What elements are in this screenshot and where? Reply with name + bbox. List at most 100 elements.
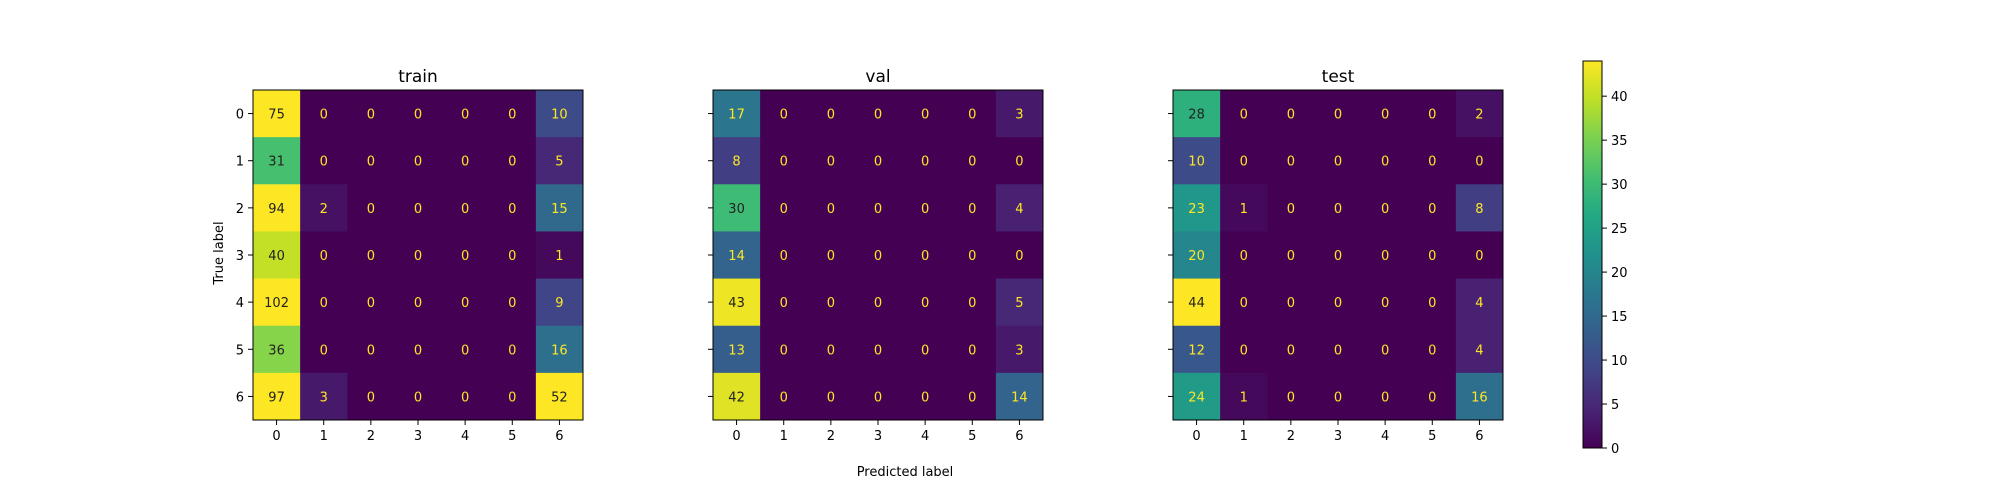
x-tick-label: 6	[1475, 429, 1483, 444]
cell-value: 0	[414, 202, 422, 217]
cell-value: 0	[921, 155, 929, 170]
heatmap-cell	[807, 90, 855, 138]
cell-value: 0	[1381, 108, 1389, 123]
heatmap-cell	[995, 278, 1044, 327]
heatmap-cell	[394, 372, 443, 421]
heatmap-cell	[441, 325, 490, 374]
cell-value: 0	[1381, 155, 1389, 170]
cell-value: 3	[320, 390, 328, 405]
heatmap-cell	[807, 325, 855, 374]
x-tick-label: 0	[1192, 429, 1200, 444]
cell-value: 5	[555, 155, 563, 170]
cell-value: 0	[1287, 390, 1295, 405]
heatmap-cell	[1455, 231, 1504, 280]
cell-value: 44	[1188, 296, 1205, 311]
heatmap-cell	[300, 184, 348, 232]
heatmap-cell	[1455, 184, 1504, 232]
heatmap-cell	[995, 90, 1044, 138]
cell-value: 0	[921, 249, 929, 264]
heatmap-cell	[347, 325, 395, 374]
cell-value: 0	[1334, 202, 1342, 217]
heatmap-cell	[1361, 137, 1410, 185]
cell-value: 0	[968, 343, 976, 358]
cell-value: 42	[728, 390, 745, 405]
heatmap-cell	[1173, 325, 1221, 374]
heatmap-cell	[253, 278, 301, 327]
cell-value: 0	[508, 202, 516, 217]
y-tick-label: 1	[236, 155, 244, 170]
heatmap-cell	[394, 325, 443, 374]
heatmap-cell	[1361, 278, 1410, 327]
heatmap-cell	[347, 137, 395, 185]
heatmap-cell	[713, 278, 761, 327]
cell-value: 43	[728, 296, 745, 311]
heatmap-cell	[1455, 278, 1504, 327]
cell-value: 36	[268, 343, 285, 358]
heatmap-cell	[1455, 372, 1504, 421]
heatmap-cell	[535, 184, 584, 232]
panel-title: test	[1322, 67, 1355, 87]
cell-value: 0	[874, 249, 882, 264]
cell-value: 0	[1015, 249, 1023, 264]
cell-value: 0	[827, 108, 835, 123]
heatmap-cell	[760, 184, 808, 232]
cell-value: 97	[268, 390, 285, 405]
cell-value: 0	[1428, 155, 1436, 170]
cell-value: 0	[508, 390, 516, 405]
heatmap-cell	[854, 372, 903, 421]
heatmap-cell	[1455, 137, 1504, 185]
heatmap-cell	[488, 184, 537, 232]
cell-value: 28	[1188, 108, 1205, 123]
y-tick-label: 0	[236, 108, 244, 123]
heatmap-cell	[394, 184, 443, 232]
cell-value: 0	[968, 390, 976, 405]
cell-value: 0	[1240, 296, 1248, 311]
cell-value: 9	[555, 296, 563, 311]
x-tick-label: 0	[272, 429, 280, 444]
heatmap-cell	[1220, 372, 1268, 421]
cell-value: 23	[1188, 202, 1205, 217]
cell-value: 24	[1188, 390, 1205, 405]
cell-value: 0	[1381, 249, 1389, 264]
cell-value: 0	[827, 249, 835, 264]
cell-value: 0	[827, 296, 835, 311]
colorbar-tick-label: 35	[1611, 134, 1628, 149]
x-tick-label: 6	[1015, 429, 1023, 444]
cell-value: 0	[320, 249, 328, 264]
heatmap-cell	[760, 90, 808, 138]
cell-value: 0	[1334, 108, 1342, 123]
cell-value: 0	[414, 108, 422, 123]
heatmap-cell	[901, 90, 950, 138]
cell-value: 0	[461, 108, 469, 123]
heatmap-cell	[948, 325, 997, 374]
heatmap-cell	[488, 325, 537, 374]
heatmap-cell	[488, 278, 537, 327]
x-tick-label: 5	[968, 429, 976, 444]
heatmap-cell	[1173, 372, 1221, 421]
cell-value: 0	[414, 155, 422, 170]
cell-value: 40	[268, 249, 285, 264]
cell-value: 0	[367, 296, 375, 311]
heatmap-cell	[760, 372, 808, 421]
heatmap-cell	[1455, 325, 1504, 374]
heatmap-cell	[948, 184, 997, 232]
heatmap-cell	[1173, 231, 1221, 280]
x-tick-label: 2	[367, 429, 375, 444]
heatmap-cell	[901, 184, 950, 232]
heatmap-cell	[995, 184, 1044, 232]
cell-value: 0	[1240, 108, 1248, 123]
x-tick-label: 4	[921, 429, 929, 444]
cell-value: 0	[1240, 155, 1248, 170]
cell-value: 0	[968, 296, 976, 311]
heatmap-cell	[713, 325, 761, 374]
heatmap-cell	[488, 137, 537, 185]
cell-value: 0	[1475, 155, 1483, 170]
cell-value: 0	[1334, 249, 1342, 264]
cell-value: 0	[1428, 296, 1436, 311]
heatmap-cell	[760, 137, 808, 185]
cell-value: 0	[461, 249, 469, 264]
cell-value: 0	[1475, 249, 1483, 264]
heatmap-cell	[253, 325, 301, 374]
